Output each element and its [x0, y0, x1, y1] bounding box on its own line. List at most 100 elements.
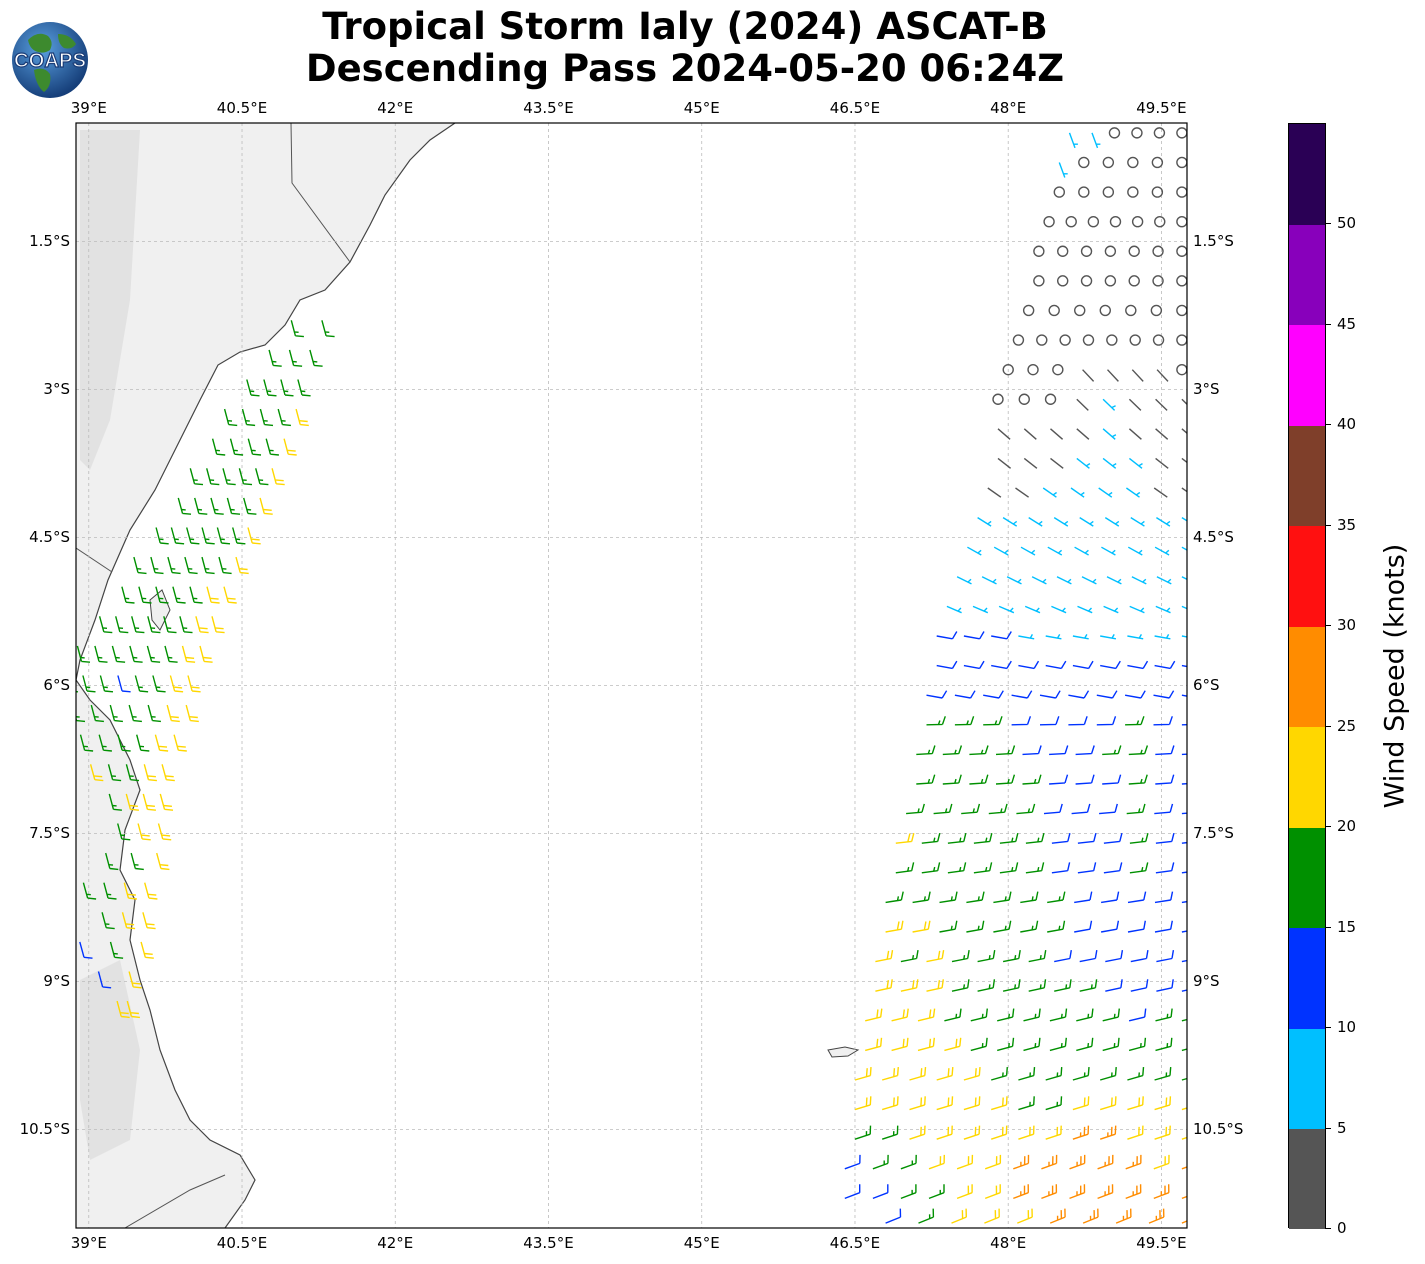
wind-barb	[1100, 1067, 1117, 1081]
wind-barb	[1181, 871, 1187, 874]
wind-barb	[928, 1154, 945, 1170]
wind-barb	[121, 586, 135, 604]
lon-tick-label-bottom: 39°E	[70, 1234, 107, 1252]
calm-wind-circle	[992, 393, 1004, 405]
calm-wind-circle	[1128, 275, 1140, 287]
wind-barb	[1155, 457, 1169, 469]
wind-barb	[1153, 690, 1175, 699]
calm-wind-circle	[1176, 245, 1187, 257]
wind-barb	[1154, 920, 1173, 933]
wind-barb	[993, 546, 1009, 556]
wind-barb	[137, 823, 151, 841]
wind-barb	[1079, 949, 1098, 963]
wind-barb	[161, 764, 175, 782]
wind-barb	[1155, 605, 1171, 614]
wind-barb	[997, 428, 1011, 440]
wind-barb	[1023, 428, 1037, 440]
wind-barb	[906, 803, 925, 815]
wind-barb	[1181, 930, 1187, 933]
wind-barb	[951, 979, 970, 992]
wind-barb	[109, 941, 124, 959]
colorbar-tick-mark	[1325, 424, 1331, 426]
wind-barb	[854, 1067, 872, 1081]
wind-barb	[1096, 690, 1118, 699]
wind-barb	[912, 891, 931, 904]
wind-barb	[1053, 517, 1069, 527]
wind-barb	[983, 690, 1004, 699]
colorbar-tick-mark	[1325, 926, 1331, 928]
wind-barb	[1054, 949, 1072, 963]
wind-barb	[1049, 1208, 1066, 1224]
colorbar-segment	[1289, 1128, 1325, 1230]
wind-barb	[1155, 745, 1175, 756]
wind-barb	[1153, 1184, 1170, 1200]
wind-barb	[1099, 803, 1118, 815]
wind-barb	[872, 1184, 889, 1200]
wind-barb	[1049, 774, 1069, 785]
wind-barb	[1102, 1037, 1120, 1052]
wind-barb	[177, 497, 192, 515]
wind-barb	[936, 1096, 954, 1111]
wind-barb	[933, 803, 953, 815]
wind-barb	[947, 833, 967, 844]
lat-tick-label-right: 9°S	[1193, 972, 1220, 991]
calm-wind-circle	[1104, 245, 1117, 257]
wind-barb	[1022, 745, 1042, 756]
lat-tick-label-left: 10.5°S	[19, 1120, 70, 1139]
colorbar	[1288, 123, 1326, 1230]
calm-wind-circle	[1152, 275, 1164, 287]
wind-barb	[189, 468, 204, 486]
wind-barb	[1130, 979, 1149, 992]
wind-barb	[961, 803, 981, 815]
wind-barb	[1069, 1154, 1086, 1170]
wind-barb	[1127, 634, 1144, 640]
wind-barb	[105, 852, 119, 871]
wind-barb	[972, 605, 989, 614]
calm-wind-circle	[1108, 127, 1121, 139]
wind-barb	[121, 912, 136, 930]
wind-barb	[1131, 576, 1147, 585]
wind-barb	[926, 690, 948, 699]
wind-barb	[163, 616, 177, 634]
wind-barb	[1102, 745, 1122, 756]
wind-barb	[939, 920, 958, 933]
wind-barb	[1104, 517, 1120, 527]
wind-barb	[259, 408, 274, 427]
wind-barb	[995, 774, 1016, 785]
wind-barb	[1069, 1184, 1086, 1200]
wind-barb	[1049, 745, 1069, 756]
calm-wind-circle	[1176, 334, 1187, 346]
border-kenya-tanzania	[76, 547, 113, 573]
calm-wind-circle	[1099, 304, 1111, 317]
wind-barb	[1042, 487, 1057, 498]
wind-barb	[946, 605, 962, 614]
wind-barb	[1051, 833, 1071, 844]
wind-barb	[1077, 833, 1097, 844]
wind-barb	[844, 1184, 861, 1200]
wind-barb	[152, 675, 166, 693]
calm-wind-circle	[1033, 275, 1045, 287]
wind-barb	[999, 862, 1019, 874]
wind-barb	[1127, 1096, 1144, 1111]
calm-wind-circle	[1078, 186, 1090, 198]
calm-wind-circle	[1151, 186, 1164, 198]
wind-barb	[882, 1067, 899, 1081]
wind-barb	[1153, 716, 1173, 726]
wind-barb	[194, 497, 208, 515]
wind-barb	[1013, 1154, 1030, 1170]
title-line-1: Tropical Storm Ialy (2024) ASCAT-B	[322, 5, 1048, 48]
title-line-2: Descending Pass 2024-05-20 06:24Z	[305, 47, 1065, 90]
colorbar-tick-label: 50	[1337, 214, 1357, 233]
calm-wind-circle	[1153, 127, 1166, 139]
calm-wind-circle	[1078, 156, 1090, 169]
wind-barb	[129, 645, 143, 663]
wind-barb	[1156, 369, 1169, 382]
wind-barb	[909, 1096, 926, 1111]
wind-barb	[53, 705, 66, 721]
wind-barb	[1020, 546, 1036, 556]
wind-barb	[1071, 803, 1091, 815]
wind-barb	[1023, 457, 1038, 469]
wind-barb	[1081, 576, 1097, 585]
wind-barb	[167, 556, 181, 575]
wind-barb	[1154, 546, 1170, 556]
